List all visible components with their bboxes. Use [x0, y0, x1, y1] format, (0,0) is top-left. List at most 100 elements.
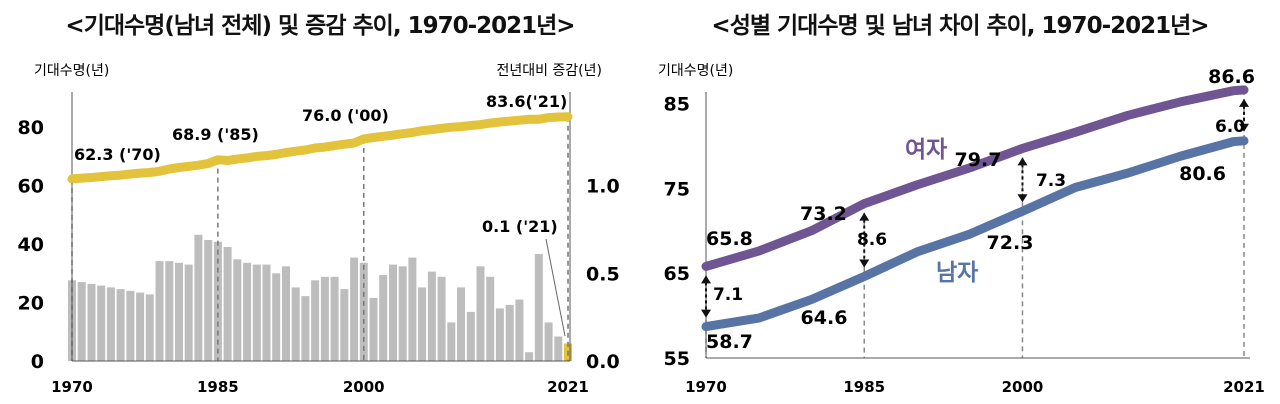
bar-2009 — [447, 322, 456, 361]
series-line-male — [701, 136, 1249, 332]
life-expectancy-line — [67, 112, 573, 184]
annotation-leader-line — [545, 238, 566, 337]
point-label-male-1985: 64.6 — [801, 307, 848, 329]
y-right-tick-label: 1.0 — [586, 176, 620, 198]
x-tick-label: 2000 — [1002, 378, 1044, 396]
bar-1989 — [252, 264, 261, 361]
bar-1984 — [204, 240, 213, 361]
x-tick-label: 2000 — [343, 378, 385, 396]
y-right-axis-label: 전년대비 증감(년) — [496, 63, 602, 79]
bar-1994 — [301, 296, 310, 361]
gap-arrow-head-up-2000 — [1017, 157, 1028, 166]
x-tick-label: 2021 — [547, 378, 589, 396]
bar-1996 — [320, 276, 329, 361]
bar-1974 — [106, 287, 115, 361]
bar-1997 — [330, 276, 339, 361]
bar-2007 — [427, 271, 436, 361]
point-label-female-2000: 79.7 — [955, 149, 1002, 171]
gap-arrow-head-down-1970 — [701, 309, 711, 318]
bar-2003 — [389, 264, 397, 361]
bar-1971 — [77, 282, 86, 361]
y-tick-label: 55 — [664, 348, 690, 370]
bar-1978 — [145, 294, 154, 361]
point-label-male-2021: 80.6 — [1179, 163, 1226, 185]
bar-2005 — [408, 257, 417, 361]
sex-life-expectancy-panel: <성별 기대수명 및 남녀 차이 추이, 1970-2021년> 55 65 75 8… — [640, 0, 1280, 404]
bar-1975 — [116, 289, 125, 361]
bar-1993 — [291, 287, 300, 361]
gap-arrow-head-down-2000 — [1017, 194, 1028, 203]
bar-1987 — [233, 259, 242, 361]
y-axis-label: 기대수명(년) — [658, 63, 733, 79]
bar-1981 — [175, 262, 183, 361]
series-line-female — [701, 85, 1249, 271]
bar-2002 — [379, 275, 388, 361]
bar-2015 — [505, 304, 514, 361]
x-tick-label: 1970 — [685, 378, 727, 396]
x-tick-label: 1985 — [843, 378, 885, 396]
bar-2018 — [534, 254, 543, 361]
bar-2004 — [398, 266, 407, 361]
bar-2016 — [515, 299, 524, 361]
bar-1976 — [126, 290, 135, 361]
point-label-male-1970: 58.7 — [706, 331, 753, 353]
y-left-tick-label: 0 — [31, 351, 44, 373]
total-life-expectancy-panel: <기대수명(남녀 전체) 및 증감 추이, 1970-2021년> 0 20 40 6… — [18, 13, 620, 396]
bar-1988 — [243, 262, 252, 361]
bar-1980 — [165, 261, 174, 361]
annotation-2021: 83.6('21) — [486, 92, 567, 111]
bar-1986 — [223, 247, 232, 361]
point-label-male-2000: 72.3 — [987, 232, 1034, 254]
gap-arrow-head-up-1970 — [701, 275, 711, 284]
point-label-female-1985: 73.2 — [800, 203, 847, 225]
bar-2019 — [544, 322, 553, 361]
bar-1995 — [311, 280, 320, 361]
point-label-female-1970: 65.8 — [706, 228, 753, 250]
y-left-tick-label: 80 — [18, 117, 44, 139]
bar-1990 — [262, 264, 271, 361]
bar-2012 — [476, 266, 485, 361]
y-tick-label: 75 — [664, 178, 690, 200]
bar-1973 — [97, 285, 106, 361]
gap-label-2000: 7.3 — [1036, 171, 1066, 191]
bar-1977 — [136, 292, 145, 361]
y-left-tick-label: 40 — [18, 234, 44, 256]
bar-2010 — [457, 287, 465, 361]
x-tick-label: 1970 — [51, 378, 93, 396]
bar-1992 — [282, 266, 290, 361]
bar-2017 — [525, 352, 534, 361]
bar-2001 — [369, 297, 378, 361]
y-right-tick-label: 0.0 — [586, 351, 620, 373]
bar-2020 — [554, 336, 563, 361]
bar-1982 — [184, 264, 193, 361]
y-tick-label: 85 — [664, 93, 690, 115]
bar-1999 — [350, 257, 359, 361]
gap-arrow-head-down-1985 — [859, 259, 870, 268]
bar-2008 — [437, 276, 446, 361]
total-life-expectancy-chart: 0 20 40 60 80 0.0 0.5 1.0 1970 1985 2000 2021 기대수명(년… — [18, 63, 620, 396]
y-right-tick-label: 0.5 — [586, 263, 620, 285]
bar-2006 — [418, 287, 427, 361]
gap-label-1970: 7.1 — [713, 285, 743, 305]
gap-arrow-head-up-1985 — [859, 212, 870, 221]
y-left-tick-label: 60 — [18, 176, 44, 198]
y-left-axis-label: 기대수명(년) — [34, 63, 109, 79]
x-tick-label: 2021 — [1223, 378, 1265, 396]
annotation-2000: 76.0 ('00) — [302, 106, 389, 125]
bar-1991 — [272, 273, 281, 361]
bar-1972 — [87, 283, 96, 361]
annotation-bar-2021: 0.1 ('21) — [482, 217, 558, 236]
bar-1998 — [340, 289, 349, 361]
gap-arrow-head-up-2021 — [1239, 98, 1249, 107]
point-label-female-2021: 86.6 — [1208, 66, 1255, 88]
gap-label-1985: 8.6 — [857, 230, 887, 250]
bar-2013 — [486, 276, 495, 361]
series-label-female: 여자 — [905, 137, 947, 163]
gap-label-2021: 6.0 — [1215, 117, 1245, 137]
chart-title: <성별 기대수명 및 남녀 차이 추이, 1970-2021년> — [711, 13, 1209, 39]
bar-1979 — [155, 261, 164, 361]
chart-title: <기대수명(남녀 전체) 및 증감 추이, 1970-2021년> — [65, 13, 575, 39]
bar-2011 — [466, 311, 475, 361]
x-tick-label: 1985 — [197, 378, 239, 396]
